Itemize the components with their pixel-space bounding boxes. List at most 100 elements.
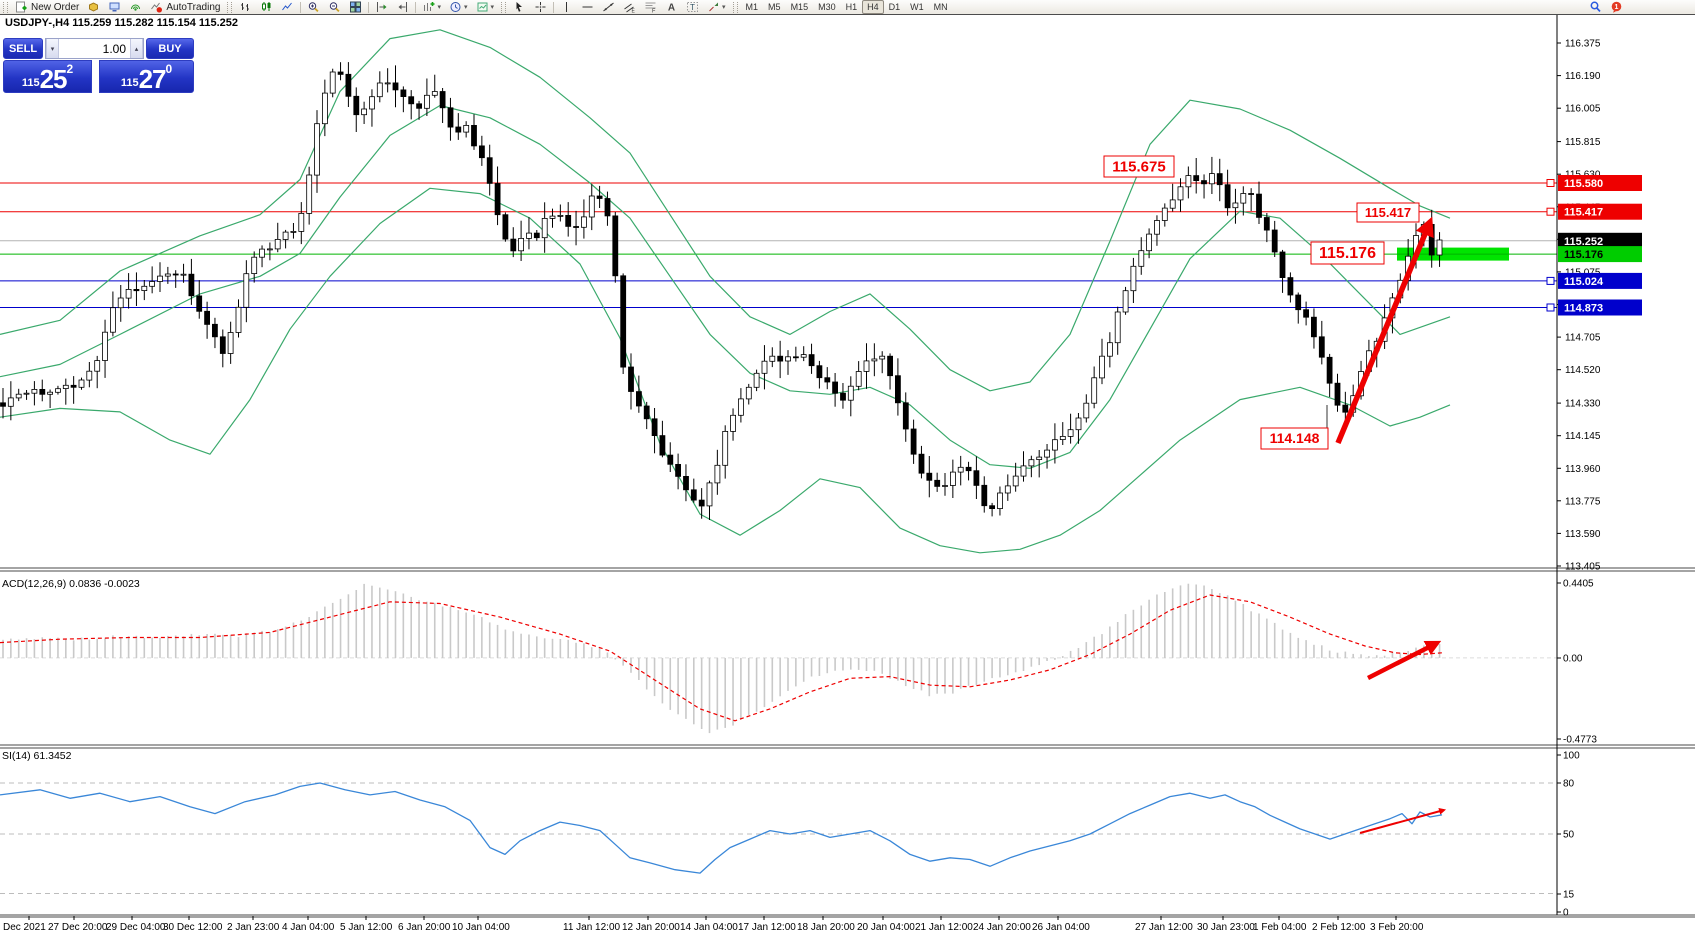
candlestick-chart-button[interactable] [256,1,277,13]
periods-button[interactable]: ▾ [445,1,472,13]
candle-body [15,393,22,399]
annotation-box[interactable] [1260,427,1329,450]
candle-body [706,482,713,507]
annotation-box[interactable] [1103,155,1175,178]
horizontal-line-icon [581,1,594,13]
toolbar-grip[interactable] [3,1,8,13]
tab-timeframe-m15[interactable]: M15 [790,2,809,12]
candle-body [1287,277,1294,296]
tab-timeframe-m5[interactable]: M5 [768,2,781,12]
candle-body [1216,173,1223,186]
text-tool-button[interactable]: A [661,1,682,14]
date-label: 24 Jan 20:00 [973,922,1031,933]
tab-timeframe-mn[interactable]: MN [933,2,948,12]
candle-body [211,323,218,338]
indicators-button[interactable]: ▾ [418,1,445,13]
candle-body [934,479,941,487]
annotation-text[interactable]: 114.148 [1270,430,1320,446]
candle-body [643,405,650,420]
tab-timeframe-h4[interactable]: H4 [862,0,884,14]
signals-button[interactable] [125,1,146,13]
tab-timeframe-h1[interactable]: H1 [845,2,858,12]
candle-body [447,107,454,128]
zoom-out-button[interactable] [324,1,345,13]
search-icon[interactable] [1589,1,1602,13]
buy-button[interactable]: BUY [146,38,194,59]
terminal-button[interactable] [104,1,125,13]
candle-body [400,89,407,98]
trend-arrow[interactable] [1335,216,1434,445]
zoom-in-button[interactable] [303,1,324,13]
expert-advisors-button[interactable] [83,1,104,13]
level-line-handle[interactable] [1546,276,1555,285]
toolbar-grip[interactable] [501,1,507,13]
horizontal-line-tool-button[interactable] [577,1,598,13]
annotation-box[interactable] [1356,202,1420,223]
tab-timeframe-w1[interactable]: W1 [910,2,924,12]
cursor-tool-button[interactable] [509,1,530,13]
macd-histogram [0,583,1557,734]
annotation-text[interactable]: 115.417 [1365,205,1411,220]
candle-body [526,232,532,239]
cursor-icon [513,1,526,13]
templates-button[interactable]: ▾ [472,1,499,13]
volume-increase-button[interactable]: ▴ [130,39,143,58]
candle-body [581,216,587,228]
bar-chart-icon [239,1,252,13]
level-line-handle[interactable] [1546,303,1555,312]
line-chart-button[interactable] [277,1,298,13]
tile-windows-button[interactable] [345,1,366,13]
toolbar-grip[interactable] [732,1,738,13]
candle-body [847,385,854,401]
rsi-indicator-label: SI(14) 61.3452 [2,750,72,762]
price-flag-label: 115.580 [1564,178,1603,190]
new-order-button[interactable]: New Order [11,1,83,13]
trend-arrow[interactable] [1366,640,1442,681]
toolbar-grip[interactable] [227,1,233,13]
annotation-text[interactable]: 115.176 [1319,245,1376,262]
buy-price-display[interactable]: 115 27 0 [99,60,194,93]
tab-timeframe-m1[interactable]: M1 [745,2,759,12]
level-line-handle[interactable] [1546,178,1555,187]
text-label-tool-button[interactable]: T [682,1,703,13]
candle-body [761,360,768,374]
candle-body [62,384,69,389]
date-label: 27 Jan 12:00 [1135,922,1193,933]
tab-timeframe-d1[interactable]: D1 [888,2,901,12]
terminal-icon [108,1,121,13]
new-order-icon [15,1,28,13]
arrows-tool-button[interactable]: ▾ [703,1,730,13]
candle-body [573,226,579,228]
notification-badge[interactable]: 1 [1610,1,1623,13]
volume-input[interactable] [59,39,130,58]
trend-arrows[interactable] [1335,216,1447,834]
trendline-tool-button[interactable] [598,1,619,13]
autotrading-button[interactable]: AutoTrading [146,1,224,13]
sell-price-display[interactable]: 115 25 2 [3,60,93,93]
chart-shift-button[interactable] [392,1,413,13]
date-label: 21 Jan 12:00 [915,922,973,933]
bar-chart-button[interactable] [235,1,256,13]
pane-dividers[interactable] [0,567,1695,918]
vertical-line-tool-button[interactable] [556,1,577,13]
sell-button[interactable]: SELL [3,38,43,59]
candle-body [1114,311,1121,344]
annotation-text[interactable]: 115.675 [1112,158,1165,175]
crosshair-tool-button[interactable] [530,1,551,13]
annotation-box[interactable] [1310,241,1385,265]
date-label: 18 Jan 20:00 [797,922,855,933]
equidistant-channel-tool-button[interactable]: E [619,1,640,13]
candle-body [887,355,893,377]
level-line-handle[interactable] [1546,207,1555,216]
tab-timeframe-m30[interactable]: M30 [818,2,836,12]
volume-decrease-button[interactable]: ▾ [46,39,59,58]
price-annotations[interactable]: 115.675 115.417 115.176 114.148 [1103,155,1420,450]
fibonacci-tool-button[interactable]: F [640,1,661,13]
indicator-axis-label: 80 [1563,779,1575,790]
auto-scroll-button[interactable] [371,1,392,13]
trend-arrow[interactable] [1359,807,1447,834]
candle-body [753,372,760,388]
